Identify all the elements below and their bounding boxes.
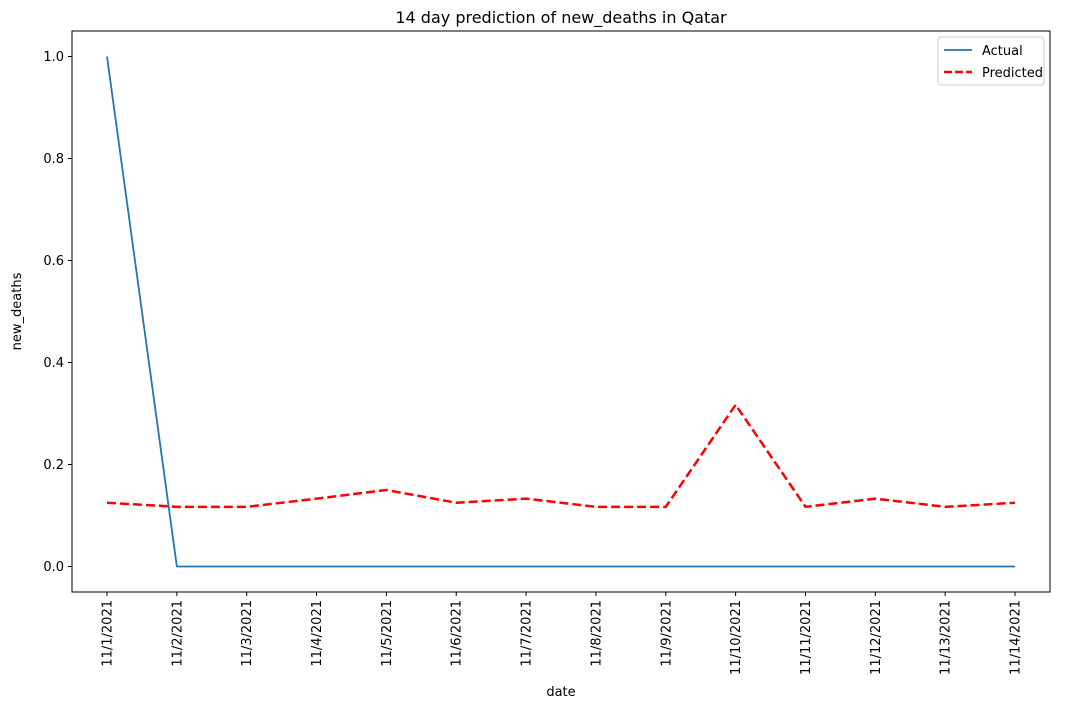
x-tick-label: 11/1/2021: [101, 600, 116, 667]
x-tick-label: 11/14/2021: [1009, 600, 1024, 675]
y-tick-label: 1.0: [43, 50, 64, 65]
y-tick-label: 0.8: [43, 152, 64, 167]
series-line-actual: [106, 56, 1015, 568]
y-axis-ticks: 0.0 0.2 0.4 0.6 0.8 1.0: [43, 50, 72, 575]
x-tick-label: 11/12/2021: [869, 600, 884, 675]
plot-area: [71, 30, 1051, 593]
x-tick-label: 11/4/2021: [310, 600, 325, 667]
legend-label-actual: Actual: [982, 44, 1023, 59]
x-tick-label: 11/9/2021: [659, 600, 674, 667]
x-tick-label: 11/7/2021: [520, 600, 535, 667]
y-tick-label: 0.4: [43, 356, 64, 371]
x-tick-label: 11/10/2021: [729, 600, 744, 675]
series-line-predicted: [106, 403, 1016, 509]
x-axis-label: date: [546, 685, 575, 700]
y-tick-label: 0.6: [43, 254, 64, 269]
x-axis-ticks: 11/1/2021 11/2/2021 11/3/2021 11/4/2021 11/5…: [101, 592, 1024, 675]
legend-box: [937, 36, 1045, 86]
y-tick-label: 0.2: [43, 458, 64, 473]
x-tick-label: 11/2/2021: [170, 600, 185, 667]
x-tick-label: 11/13/2021: [939, 600, 954, 675]
x-tick-label: 11/11/2021: [799, 600, 814, 675]
legend-label-predicted: Predicted: [982, 66, 1043, 81]
x-tick-label: 11/3/2021: [240, 600, 255, 667]
y-axis-label: new_deaths: [10, 272, 25, 350]
y-tick-label: 0.0: [43, 560, 64, 575]
x-tick-label: 11/6/2021: [450, 600, 465, 667]
plot-frame: [71, 30, 1051, 593]
legend: Actual Predicted: [937, 36, 1045, 86]
x-tick-label: 11/8/2021: [589, 600, 604, 667]
series-layer: [106, 56, 1016, 568]
chart-title: 14 day prediction of new_deaths in Qatar: [395, 8, 727, 28]
x-tick-label: 11/5/2021: [380, 600, 395, 667]
